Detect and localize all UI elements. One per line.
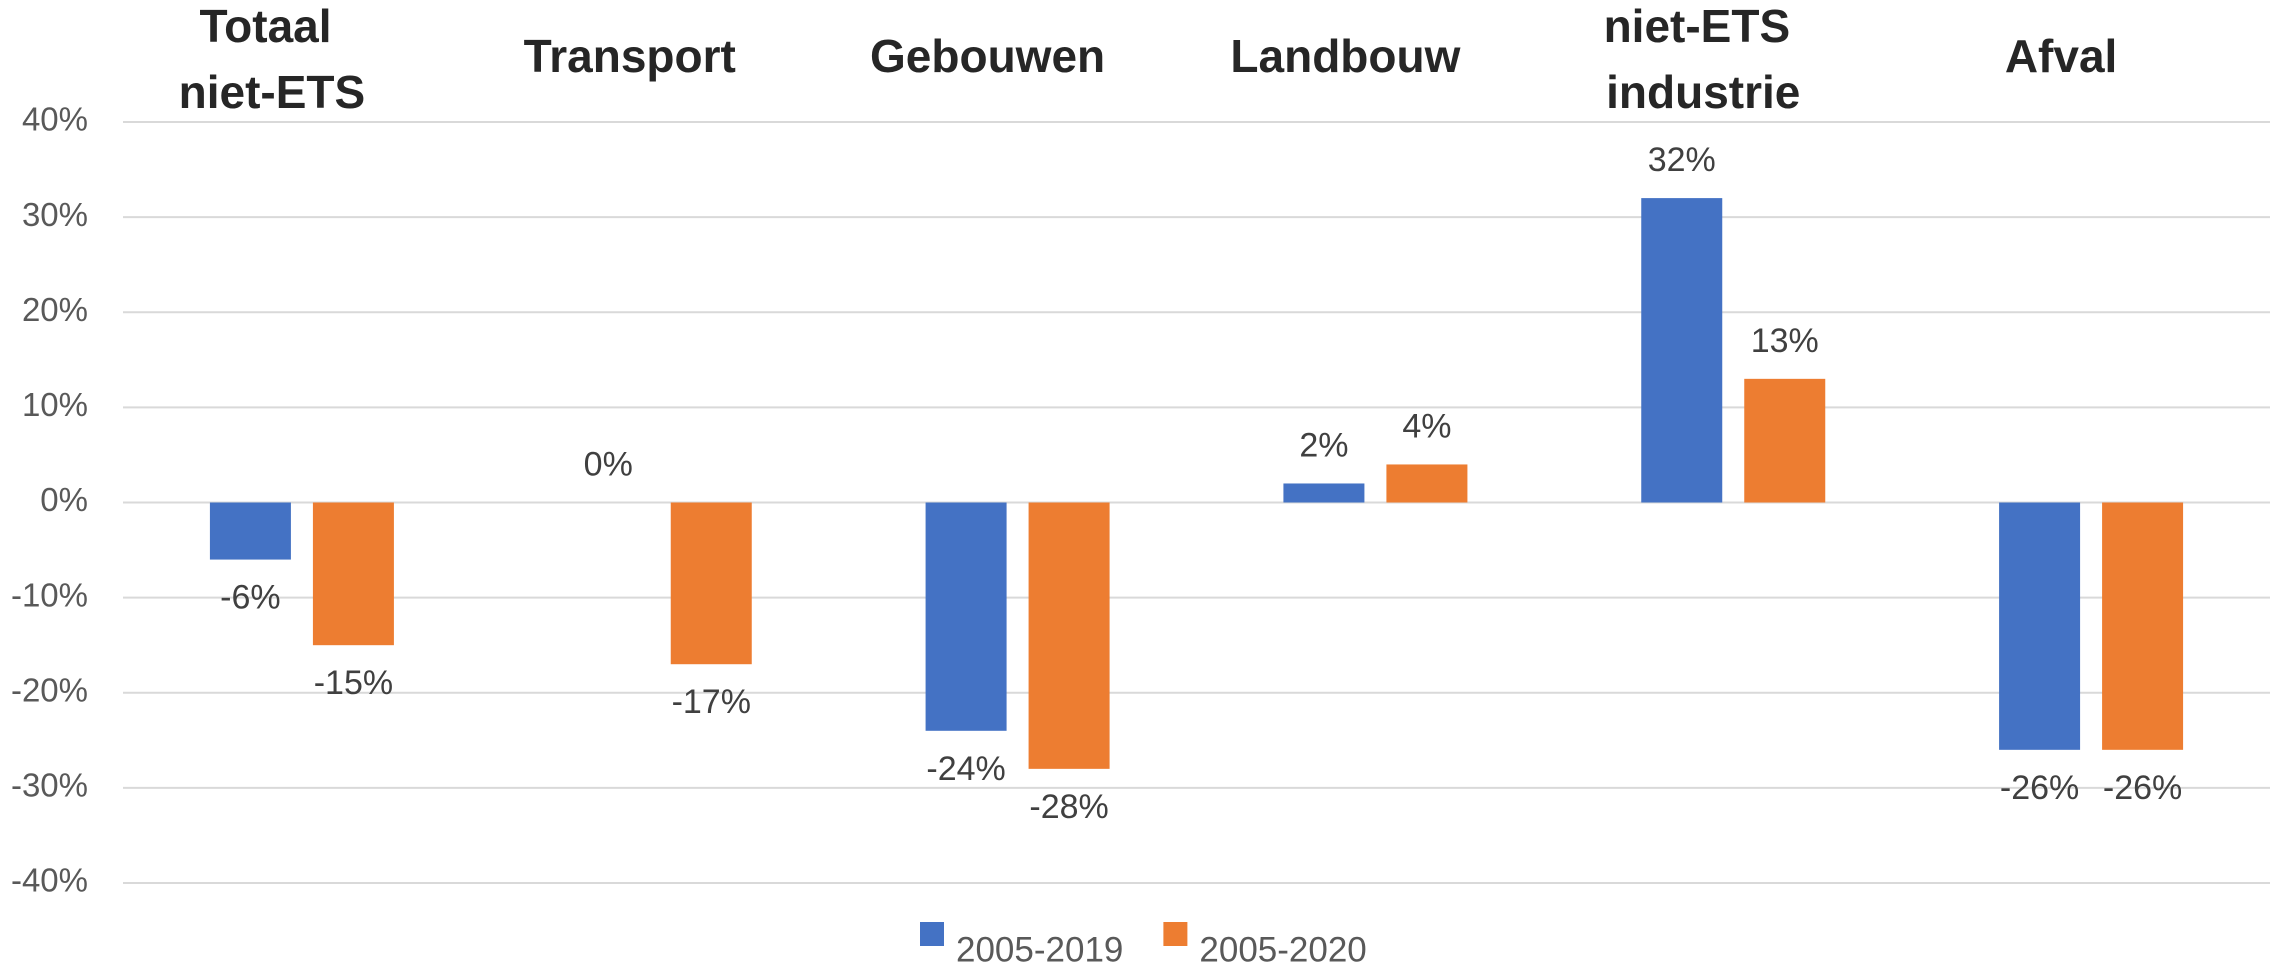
value-label: 2% <box>1299 426 1348 464</box>
bar <box>1641 198 1723 503</box>
y-tick-label: -30% <box>11 767 88 804</box>
value-label: 32% <box>1648 141 1716 179</box>
category-label: Afval <box>2005 30 2117 82</box>
bar <box>1283 483 1365 503</box>
category-label: niet-ETS industrie <box>1604 0 1803 118</box>
y-tick-label: -20% <box>11 671 88 708</box>
value-label: -24% <box>926 750 1005 788</box>
legend-swatch <box>920 922 944 946</box>
category-label: Gebouwen <box>870 30 1105 82</box>
value-label: 4% <box>1402 407 1451 445</box>
value-label: -6% <box>220 579 280 617</box>
bar <box>1386 464 1468 503</box>
value-label: 13% <box>1751 322 1819 360</box>
value-label: 0% <box>584 445 633 483</box>
bar <box>925 502 1007 731</box>
y-tick-label: 0% <box>40 481 88 518</box>
y-tick-label: 40% <box>22 101 88 138</box>
legend-label: 2005-2019 <box>956 930 1123 968</box>
value-label: -15% <box>314 664 393 702</box>
bar <box>1999 502 2081 750</box>
y-tick-label: -40% <box>11 862 88 899</box>
legend-label: 2005-2020 <box>1199 930 1366 968</box>
y-tick-label: 10% <box>22 386 88 423</box>
y-tick-label: 20% <box>22 291 88 328</box>
bar <box>209 502 291 560</box>
value-label: -17% <box>672 683 751 721</box>
category-label: Landbouw <box>1230 30 1460 82</box>
bar <box>1744 378 1826 503</box>
bar <box>670 502 752 665</box>
category-label: Totaal niet-ETS <box>179 0 366 118</box>
value-label: -26% <box>2000 769 2079 807</box>
bar <box>1028 502 1110 769</box>
legend-swatch <box>1163 922 1188 946</box>
bar <box>312 502 394 646</box>
y-tick-label: -10% <box>11 576 88 613</box>
value-label: -28% <box>1029 788 1108 826</box>
bar <box>2102 502 2184 750</box>
y-tick-label: 30% <box>22 196 88 233</box>
category-label: Transport <box>524 30 736 82</box>
value-label: -26% <box>2103 769 2182 807</box>
